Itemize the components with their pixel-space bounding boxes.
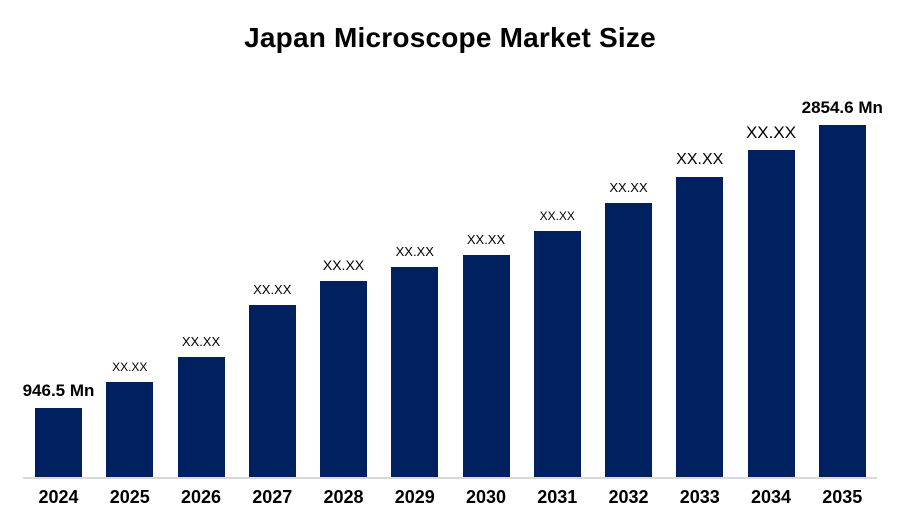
bar-value-label-2026: XX.XX <box>181 334 221 349</box>
x-axis-label-2030: 2030 <box>465 487 507 507</box>
bar-value-label-2029: XX.XX <box>395 244 434 259</box>
bar-value-label-2030: XX.XX <box>466 232 506 247</box>
x-axis-label-2029: 2029 <box>394 487 435 507</box>
x-axis-line <box>23 477 877 479</box>
bar-2033 <box>676 177 724 477</box>
chart-title: Japan Microscope Market Size <box>244 22 656 53</box>
bar-2030 <box>462 255 510 477</box>
bar-2025 <box>106 382 154 477</box>
x-axis-label-2028: 2028 <box>323 487 364 507</box>
x-axis-label-2032: 2032 <box>608 487 649 507</box>
x-axis-label-2035: 2035 <box>822 487 863 507</box>
bar-2027 <box>248 305 296 477</box>
bar-value-label-2035: 2854.6 Mn <box>801 98 883 117</box>
bar-2034 <box>747 150 795 477</box>
bar-value-label-2034: XX.XX <box>745 123 797 142</box>
x-axis-label-2026: 2026 <box>180 487 222 507</box>
x-axis-label-2033: 2033 <box>679 487 720 507</box>
x-axis-label-2024: 2024 <box>38 487 79 507</box>
bar-value-label-2032: XX.XX <box>609 180 648 195</box>
bar-value-label-2027: XX.XX <box>253 282 292 297</box>
bar-2028 <box>320 281 367 477</box>
bar-2032 <box>605 203 652 477</box>
x-axis-label-2034: 2034 <box>750 487 792 507</box>
bar-2031 <box>533 231 581 477</box>
x-axis-label-2025: 2025 <box>109 487 150 507</box>
x-axis-label-2031: 2031 <box>537 487 578 507</box>
bar-value-label-2033: XX.XX <box>676 151 724 168</box>
bar-2026 <box>177 357 225 477</box>
x-axis-label-2027: 2027 <box>252 487 293 507</box>
bar-2035 <box>818 125 866 477</box>
bar-2024 <box>35 408 82 477</box>
bar-value-label-2025: XX.XX <box>112 360 148 374</box>
bar-value-label-2028: XX.XX <box>322 257 365 273</box>
bar-value-label-2024: 946.5 Mn <box>22 381 95 400</box>
bar-value-label-2031: XX.XX <box>539 209 575 223</box>
bar-2029 <box>391 267 439 477</box>
